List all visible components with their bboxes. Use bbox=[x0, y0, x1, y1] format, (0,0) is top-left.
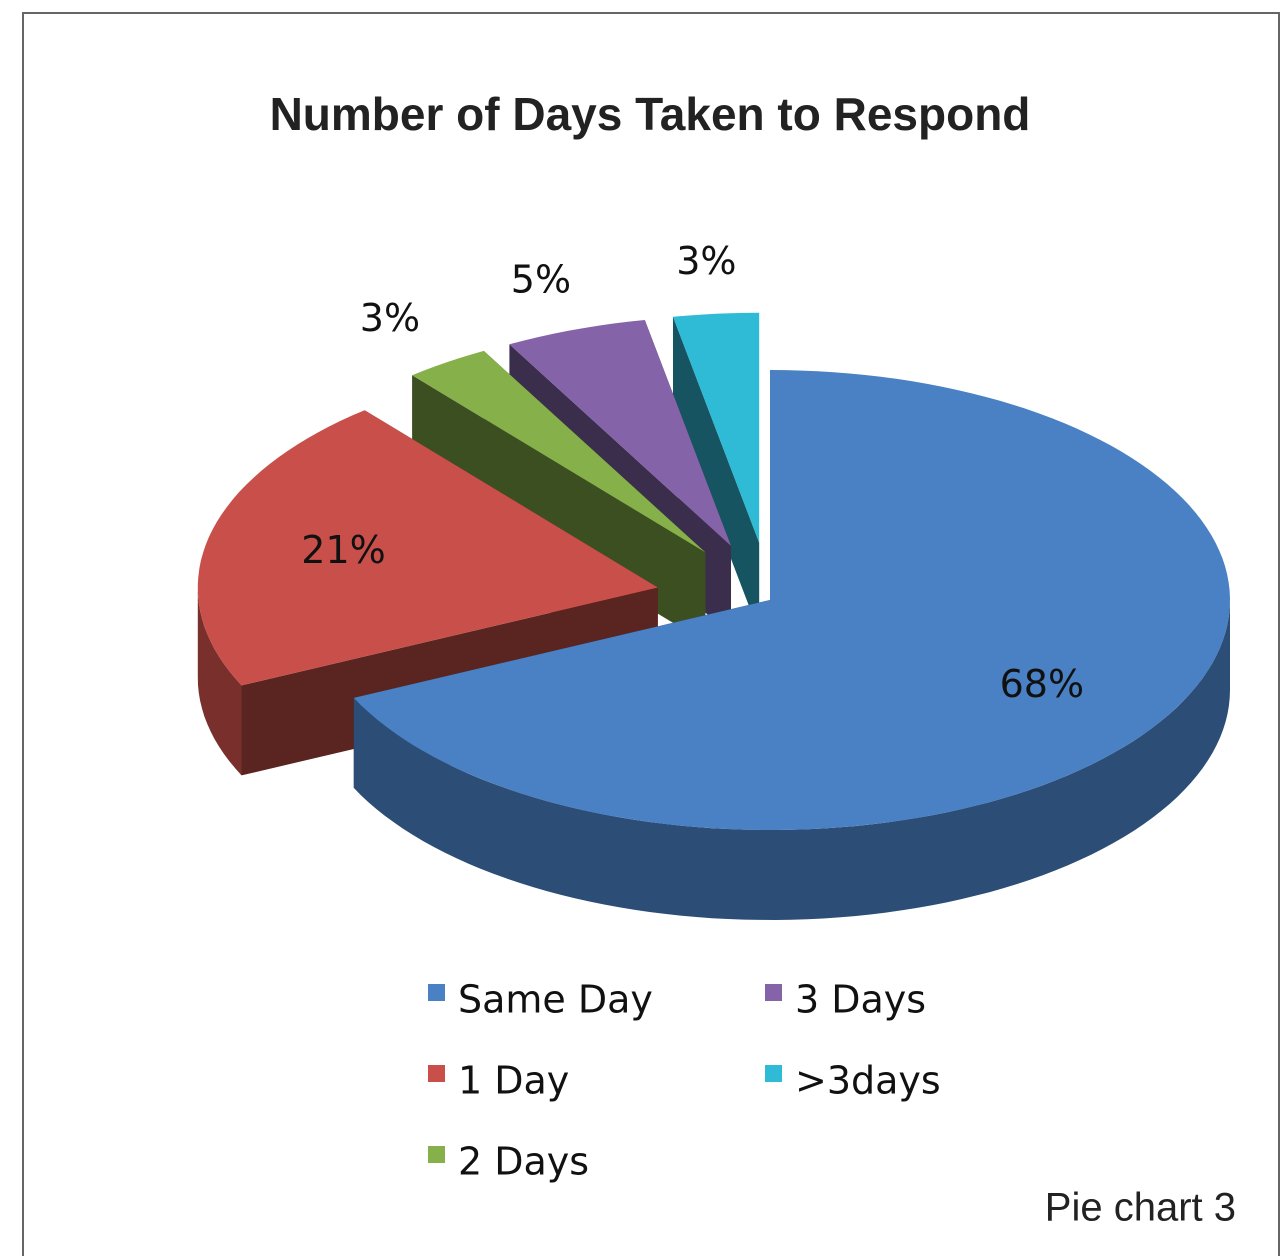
legend-swatch bbox=[428, 984, 445, 1001]
slice-top bbox=[353, 370, 1230, 830]
slice bbox=[353, 370, 1230, 920]
data-label: 68% bbox=[1000, 662, 1084, 706]
data-label: 3% bbox=[676, 239, 736, 283]
slice bbox=[673, 312, 760, 633]
data-label: 5% bbox=[511, 257, 571, 301]
legend-swatch bbox=[428, 1146, 445, 1163]
legend-label: 1 Day bbox=[458, 1059, 569, 1103]
legend-label: Same Day bbox=[458, 978, 653, 1022]
legend-label: 3 Days bbox=[795, 978, 926, 1022]
slice-top bbox=[509, 320, 731, 546]
legend-swatch bbox=[765, 984, 782, 1001]
slice-side bbox=[353, 600, 1230, 920]
slice-top bbox=[412, 350, 706, 553]
legend-label: 2 Days bbox=[458, 1140, 589, 1184]
caption: Pie chart 3 bbox=[1045, 1186, 1236, 1230]
slice-top bbox=[673, 312, 760, 543]
legend-swatch bbox=[765, 1065, 782, 1082]
slice-side bbox=[197, 587, 242, 776]
slice-cut-face bbox=[673, 316, 760, 633]
data-label: 21% bbox=[301, 528, 385, 572]
chart-title: Number of Days Taken to Respond bbox=[270, 88, 1031, 140]
legend-swatch bbox=[428, 1065, 445, 1082]
slice-top bbox=[197, 410, 658, 686]
legend-label: >3days bbox=[795, 1059, 941, 1103]
data-label: 3% bbox=[360, 296, 420, 340]
